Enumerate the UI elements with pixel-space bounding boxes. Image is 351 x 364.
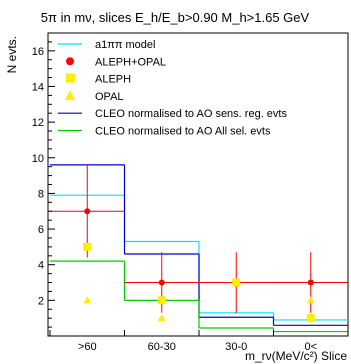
- y-axis-label: N evts.: [5, 36, 19, 73]
- y-tick-label: 6: [38, 224, 44, 236]
- data-point-opal-0: [83, 296, 92, 304]
- legend: a1ππ model ALEPH+OPAL ALEPH OPAL CLEO normal…: [58, 39, 287, 138]
- data-point-aleph-opal-3: [307, 279, 314, 286]
- y-tick-label: 14: [32, 81, 44, 93]
- data-point-opal-3: [306, 296, 315, 304]
- y-tick-label: 10: [32, 153, 44, 165]
- data-point-aleph-opal-0: [84, 208, 91, 215]
- legend-swatch-circle: [66, 57, 74, 66]
- y-tick-label: 16: [32, 46, 44, 58]
- legend-label: OPAL: [95, 91, 124, 103]
- data-point-aleph-3: [306, 314, 315, 323]
- legend-label: a1ππ model: [95, 39, 155, 51]
- y-axis: 2 4 6 8 10 12 14 16: [32, 32, 55, 337]
- y-tick-label: 8: [38, 188, 44, 200]
- chart-title: 5π in mν, slices E_h/E_b>0.90 M_h>1.65 G…: [41, 10, 310, 25]
- chart-marks: [50, 164, 348, 333]
- data-point-aleph-0: [83, 242, 92, 251]
- legend-swatch-triangle: [65, 89, 75, 100]
- x-tick-label: 60-30: [148, 341, 176, 353]
- y-tick-label: 12: [32, 117, 44, 129]
- legend-label: ALEPH: [95, 74, 131, 86]
- legend-label: CLEO normalised to AO All sel. evts: [95, 126, 271, 138]
- data-point-aleph-1: [157, 296, 166, 305]
- legend-label: CLEO normalised to AO sens. reg. evts: [95, 108, 287, 120]
- x-tick-label: >60: [78, 341, 97, 353]
- x-tick-label: 0<: [304, 341, 317, 353]
- data-point-opal-1: [157, 314, 166, 322]
- y-tick-label: 2: [38, 295, 44, 307]
- y-tick-label: 4: [38, 260, 44, 272]
- x-axis-label: m_rν(MeV/c²) Slice: [245, 349, 347, 363]
- x-axis: >60 60-30 30-0 0<: [49, 330, 349, 353]
- data-point-aleph-opal-1: [158, 279, 165, 286]
- data-point-aleph-2: [232, 278, 241, 287]
- x-tick-label: 30-0: [225, 341, 247, 353]
- plot-frame: [47, 32, 349, 337]
- legend-label: ALEPH+OPAL: [95, 56, 166, 68]
- legend-swatch-square: [66, 73, 75, 83]
